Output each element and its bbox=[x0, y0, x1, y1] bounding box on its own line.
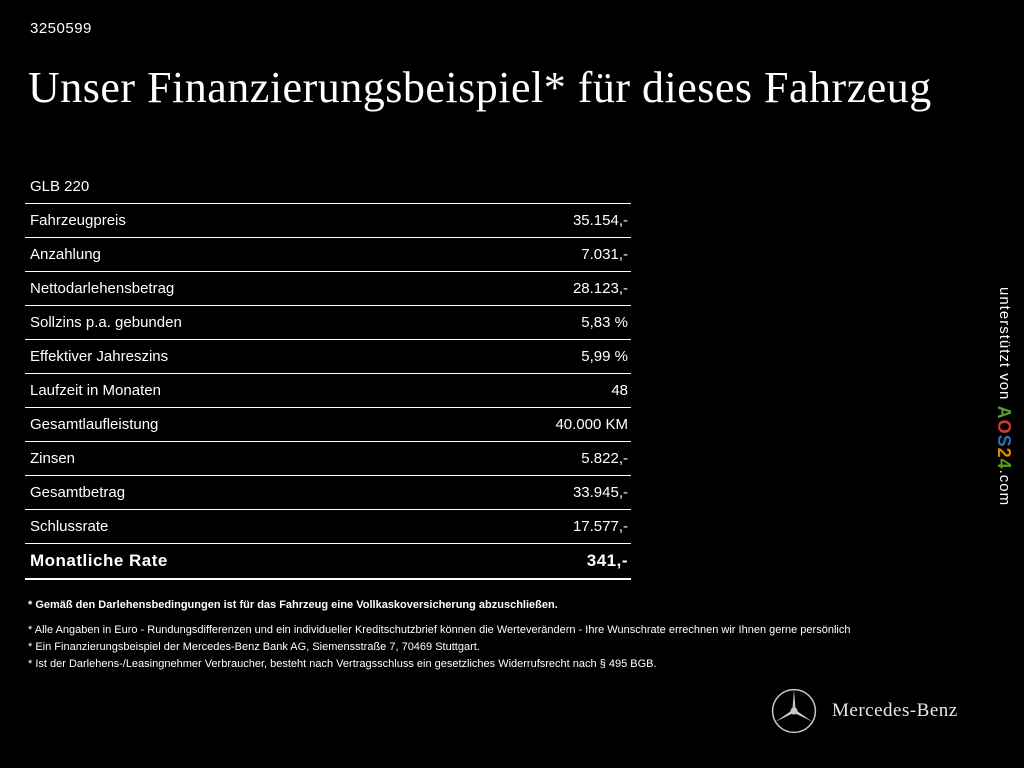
row-value: 5.822,- bbox=[581, 450, 628, 467]
row-label: Sollzins p.a. gebunden bbox=[30, 314, 182, 331]
table-row: Gesamtlaufleistung 40.000 KM bbox=[25, 408, 631, 442]
mercedes-star-icon bbox=[770, 687, 818, 735]
row-value: 35.154,- bbox=[572, 212, 628, 229]
row-label: Gesamtbetrag bbox=[30, 484, 126, 501]
table-row: Zinsen 5.822,- bbox=[25, 442, 631, 476]
row-label: Monatliche Rate bbox=[30, 551, 168, 570]
image-id: 3250599 bbox=[30, 20, 92, 37]
page-title: Unser Finanzierungsbeispiel* für dieses … bbox=[28, 63, 932, 112]
row-label: Gesamtlaufleistung bbox=[30, 416, 159, 433]
watermark-brand-letter: A bbox=[994, 405, 1014, 420]
watermark-brand-letter: S bbox=[994, 434, 1014, 448]
monthly-rate-row: Monatliche Rate 341,- bbox=[25, 544, 631, 580]
row-value: 28.123,- bbox=[572, 280, 628, 297]
row-value: 5,83 % bbox=[581, 314, 628, 331]
table-row: Schlussrate 17.577,- bbox=[25, 510, 631, 544]
table-row: Effektiver Jahreszins 5,99 % bbox=[25, 340, 631, 374]
table-row: Gesamtbetrag 33.945,- bbox=[25, 476, 631, 510]
table-row: Laufzeit in Monaten 48 bbox=[25, 374, 631, 408]
footnotes: * Gemäß den Darlehensbedingungen ist für… bbox=[28, 597, 996, 673]
row-value: 33.945,- bbox=[572, 484, 628, 501]
watermark-suffix: .com bbox=[996, 469, 1013, 507]
watermark-brand-letter: O bbox=[994, 419, 1014, 435]
footer-brand: Mercedes-Benz bbox=[770, 687, 958, 735]
footnote: * Gemäß den Darlehensbedingungen ist für… bbox=[28, 599, 558, 611]
row-label: Zinsen bbox=[30, 450, 76, 467]
table-row: Nettodarlehensbetrag 28.123,- bbox=[25, 272, 631, 306]
watermark-prefix: unterstützt von bbox=[996, 287, 1013, 406]
watermark-brand-letter: 2 bbox=[994, 447, 1014, 459]
mercedes-brand-text: Mercedes-Benz bbox=[832, 700, 958, 721]
table-model: GLB 220 bbox=[25, 170, 631, 204]
footnote: * Alle Angaben in Euro - Rundungsdiffere… bbox=[28, 624, 851, 636]
watermark-brand-letter: 4 bbox=[994, 458, 1014, 470]
row-label: Laufzeit in Monaten bbox=[30, 382, 161, 399]
footnote: * Ein Finanzierungsbeispiel der Mercedes… bbox=[28, 641, 480, 653]
row-label: Anzahlung bbox=[30, 246, 101, 263]
table-row: Sollzins p.a. gebunden 5,83 % bbox=[25, 306, 631, 340]
row-label: Effektiver Jahreszins bbox=[30, 348, 169, 365]
watermark: unterstützt von AOS24.com bbox=[993, 287, 1014, 506]
row-value: 341,- bbox=[586, 551, 628, 570]
finance-table: GLB 220 Fahrzeugpreis 35.154,- Anzahlung… bbox=[25, 170, 631, 580]
footnote: * Ist der Darlehens-/Leasingnehmer Verbr… bbox=[28, 658, 657, 670]
row-label: Fahrzeugpreis bbox=[30, 212, 126, 229]
row-value: 48 bbox=[611, 382, 628, 399]
row-label: Schlussrate bbox=[30, 518, 109, 535]
row-label: Nettodarlehensbetrag bbox=[30, 280, 175, 297]
table-row: Anzahlung 7.031,- bbox=[25, 238, 631, 272]
row-value: 40.000 KM bbox=[555, 416, 628, 433]
row-value: 17.577,- bbox=[572, 518, 628, 535]
row-value: 5,99 % bbox=[581, 348, 628, 365]
table-row: Fahrzeugpreis 35.154,- bbox=[25, 204, 631, 238]
row-value: 7.031,- bbox=[581, 246, 628, 263]
